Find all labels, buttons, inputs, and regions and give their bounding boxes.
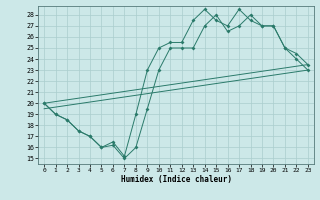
X-axis label: Humidex (Indice chaleur): Humidex (Indice chaleur) bbox=[121, 175, 231, 184]
